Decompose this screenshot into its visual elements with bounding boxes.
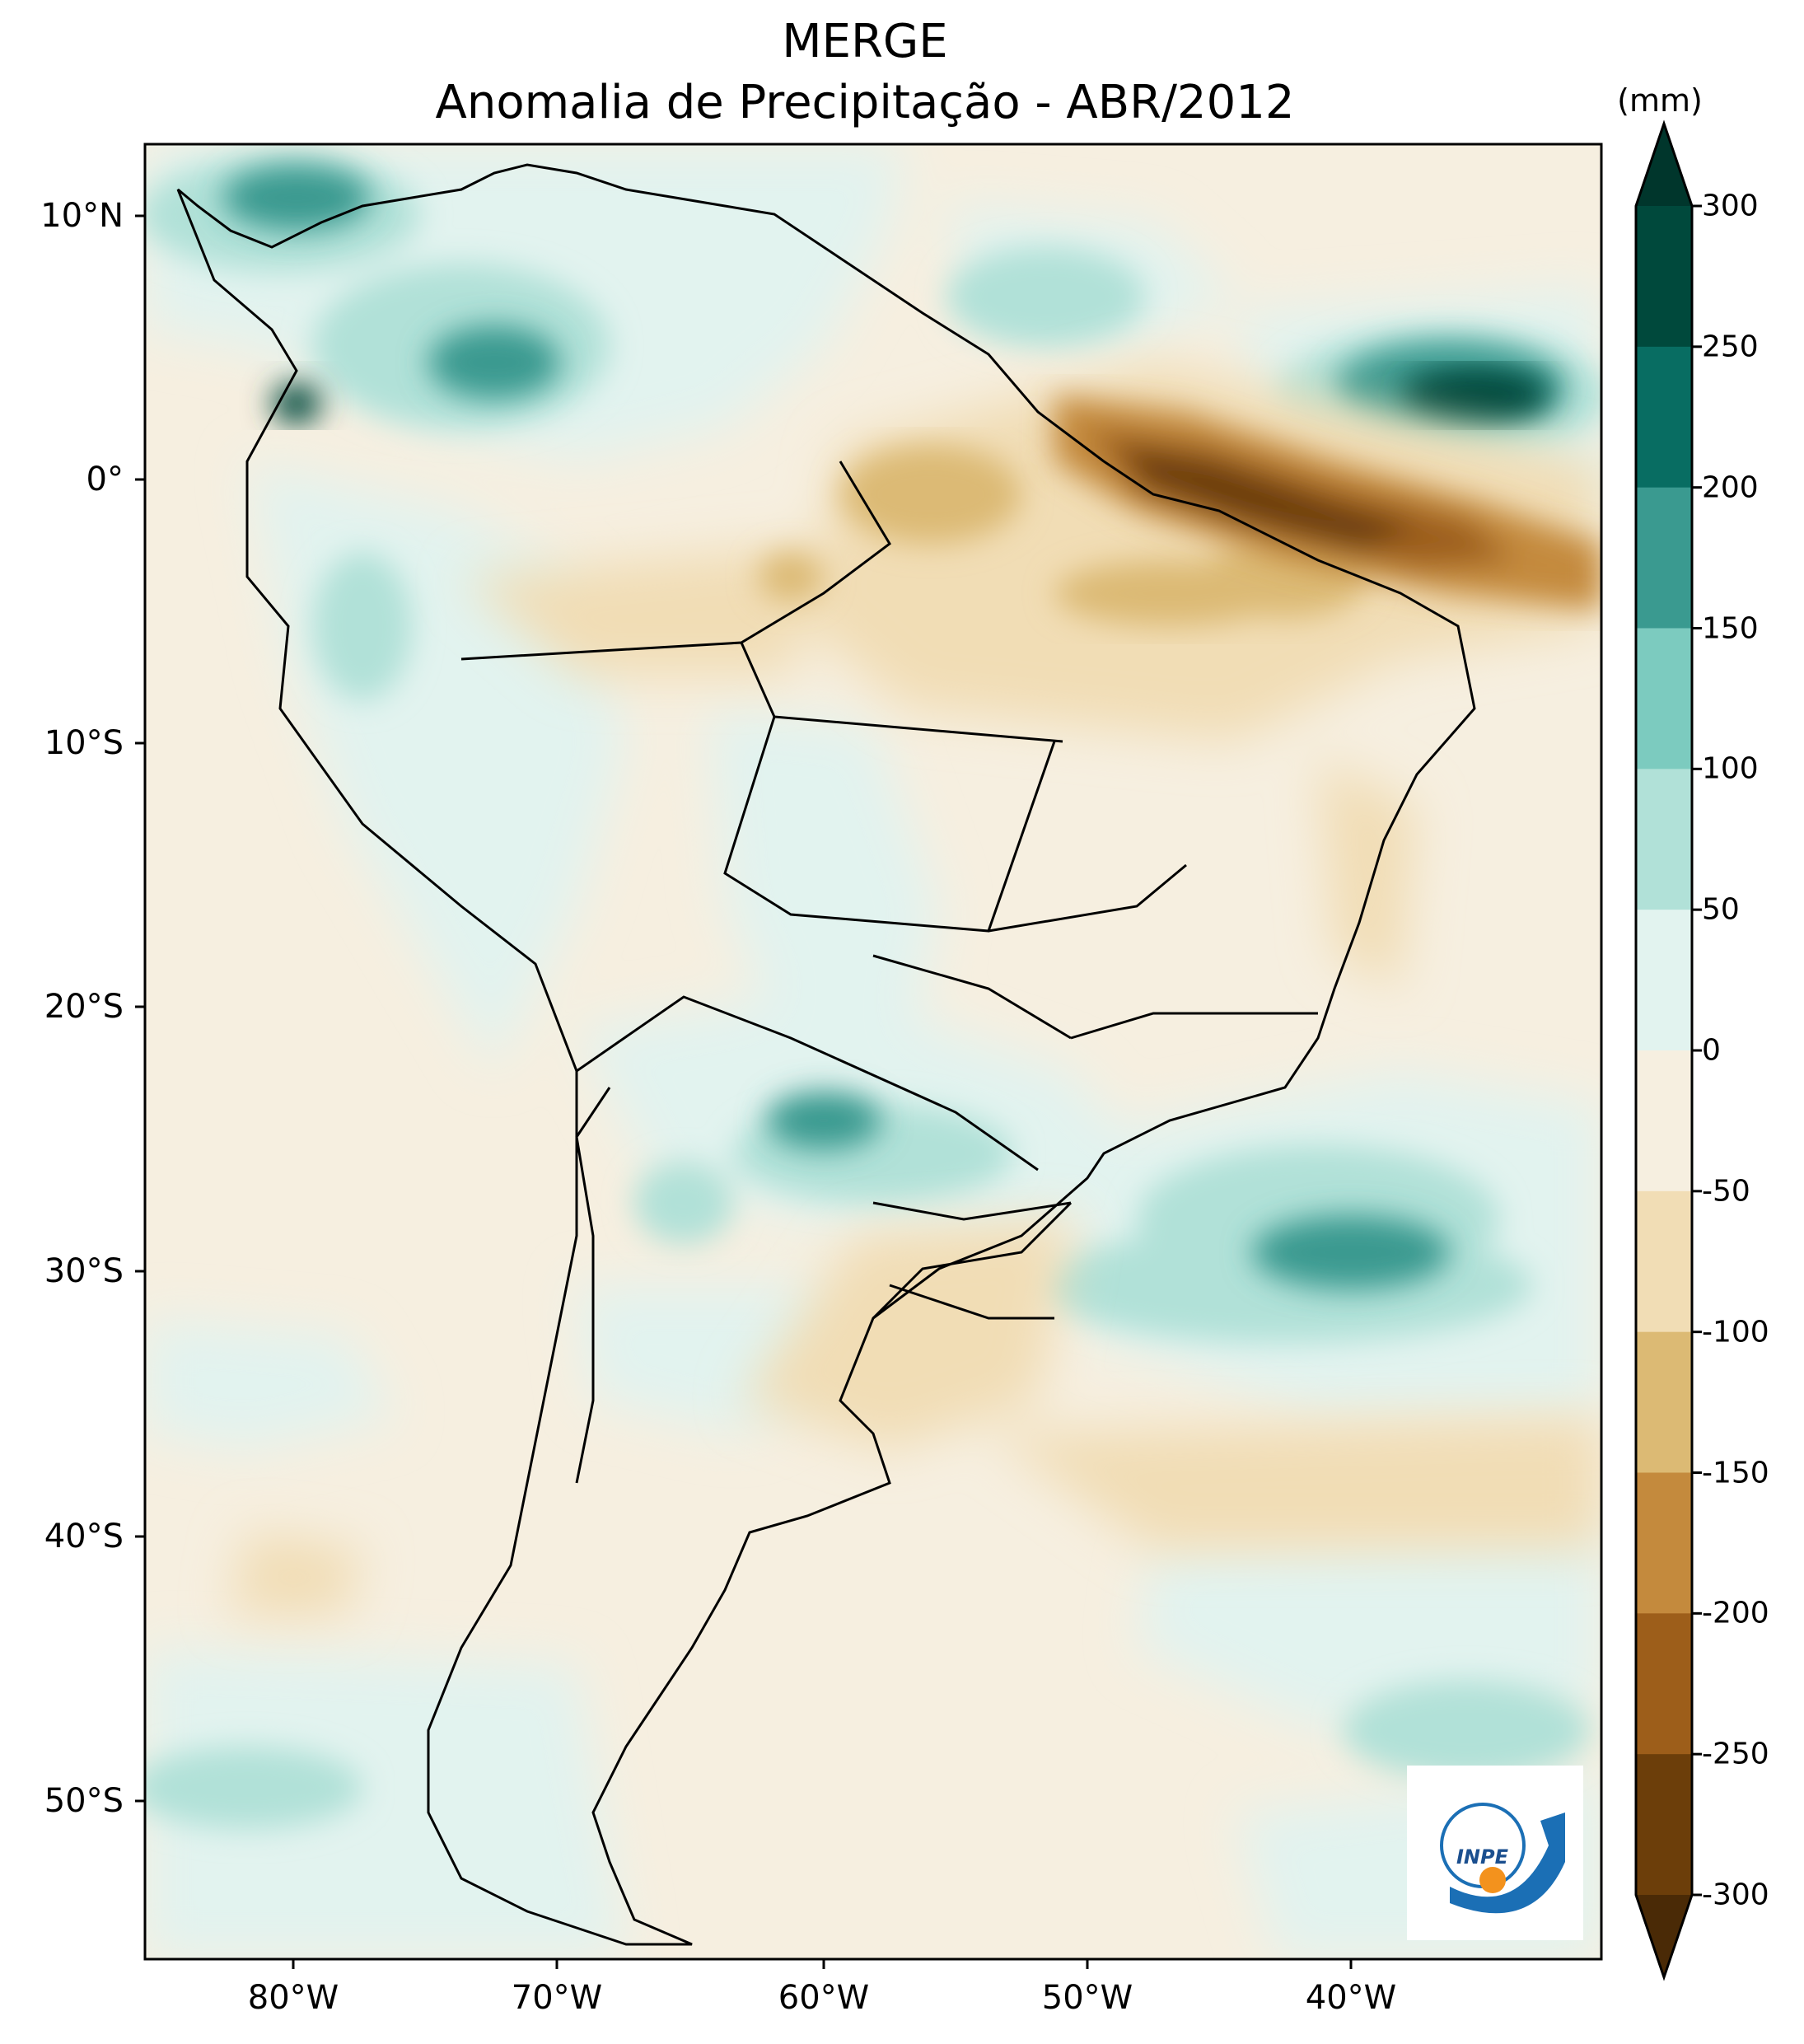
colorbar-tick-label: 250 [1702, 330, 1759, 364]
colorbar-segment [1636, 769, 1692, 910]
colorbar-segment [1636, 910, 1692, 1051]
colorbar-segment [1636, 1190, 1692, 1333]
lon-label: 50°W [1041, 1979, 1133, 2017]
colorbar-segment [1636, 346, 1692, 489]
colorbar-tick-label: 50 [1702, 892, 1740, 927]
colorbar [1634, 119, 1702, 1981]
axis-ticks [135, 214, 1353, 1969]
colorbar-segment [1636, 1613, 1692, 1755]
colorbar-tick-label: 200 [1702, 470, 1759, 505]
arrow-icon [1450, 1812, 1565, 1914]
lon-label: 60°W [778, 1979, 870, 2017]
colorbar-segment [1636, 1754, 1692, 1896]
colorbar-tick-label: 150 [1702, 611, 1759, 645]
colorbar-tick-label: -250 [1702, 1737, 1769, 1771]
colorbar-segment [1636, 1472, 1692, 1614]
colorbar-tick-label: 300 [1702, 189, 1759, 223]
colorbar-segment [1636, 628, 1692, 769]
inpe-logo: INPE [1407, 1766, 1583, 1940]
map-subtitle: Anomalia de Precipitação - ABR/2012 [435, 76, 1295, 129]
lat-label: 50°S [44, 1782, 124, 1820]
colorbar-tick-label: -100 [1702, 1315, 1769, 1349]
logo-text: INPE [1456, 1845, 1509, 1869]
lat-label: 40°S [44, 1518, 124, 1555]
colorbar-tick-label: -200 [1702, 1596, 1769, 1630]
lat-label: 10°S [44, 724, 124, 762]
colorbar-extend-top [1636, 124, 1692, 206]
lon-label: 70°W [511, 1979, 603, 2017]
colorbar-extend-bottom [1636, 1895, 1692, 1977]
map-frame [143, 143, 1603, 1961]
lon-label: 80°W [247, 1979, 339, 2017]
lat-label: 20°S [44, 988, 124, 1026]
colorbar-tick-label: 0 [1702, 1033, 1721, 1068]
lon-label: 40°W [1305, 1979, 1397, 2017]
coastline-borders [176, 163, 1476, 1946]
sun-icon [1479, 1867, 1506, 1893]
colorbar-tick-label: -150 [1702, 1456, 1769, 1490]
lat-label: 10°N [40, 197, 124, 235]
anomaly-field [145, 144, 1601, 1959]
colorbar-tick-label: 100 [1702, 751, 1759, 786]
colorbar-segment [1636, 1050, 1692, 1192]
colorbar-unit: (mm) [1617, 82, 1703, 119]
map-title: MERGE [782, 15, 948, 68]
colorbar-segment [1636, 206, 1692, 348]
colorbar-tick-label: -300 [1702, 1878, 1769, 1912]
colorbar-segment [1636, 487, 1692, 629]
lat-label: 30°S [44, 1252, 124, 1290]
colorbar-segment [1636, 1331, 1692, 1473]
lat-label: 0° [86, 461, 124, 498]
colorbar-tick-label: -50 [1702, 1174, 1750, 1209]
